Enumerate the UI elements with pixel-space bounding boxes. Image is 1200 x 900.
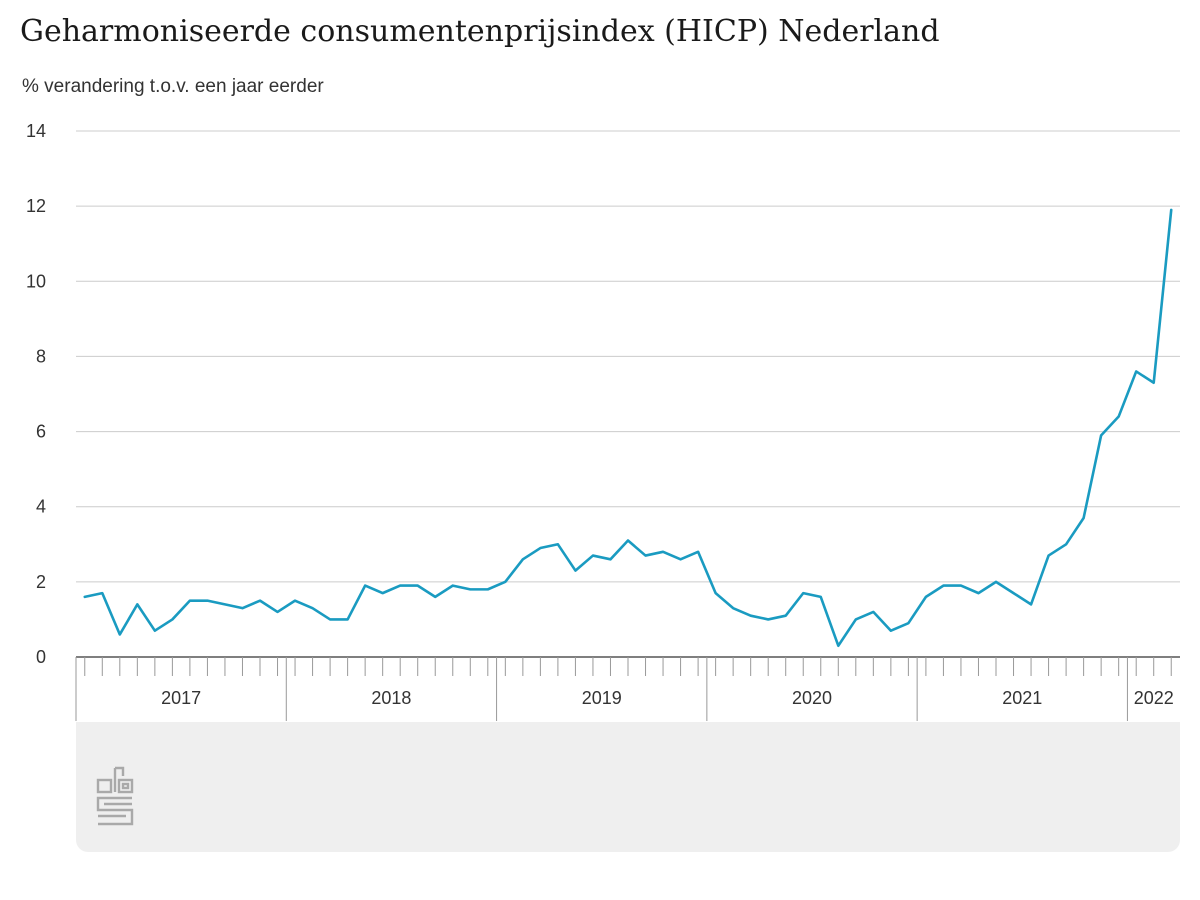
x-year-label: 2020 <box>792 688 832 708</box>
y-tick-label: 8 <box>36 346 46 366</box>
chart-subtitle: % verandering t.o.v. een jaar eerder <box>22 76 324 97</box>
x-year-label: 2018 <box>371 688 411 708</box>
chart-footer <box>76 722 1180 852</box>
y-tick-label: 6 <box>36 422 46 442</box>
y-tick-label: 2 <box>36 572 46 592</box>
y-tick-label: 10 <box>26 271 46 291</box>
series-line <box>83 208 1173 648</box>
x-year-label: 2021 <box>1002 688 1042 708</box>
y-tick-label: 12 <box>26 196 46 216</box>
chart-title: Geharmoniseerde consumentenprijsindex (H… <box>20 14 940 49</box>
x-year-label: 2022 <box>1134 688 1174 708</box>
y-tick-label: 4 <box>36 497 46 517</box>
cbs-logo-icon <box>96 766 134 826</box>
x-year-label: 2017 <box>161 688 201 708</box>
x-year-label: 2019 <box>582 688 622 708</box>
y-tick-label: 0 <box>36 647 46 667</box>
y-tick-label: 14 <box>26 121 46 141</box>
